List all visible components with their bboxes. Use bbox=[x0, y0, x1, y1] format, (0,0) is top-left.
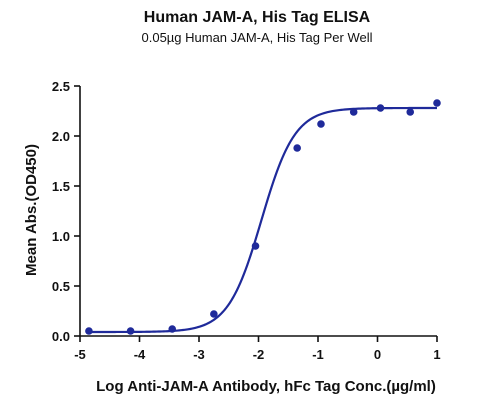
axes bbox=[79, 86, 437, 337]
chart-title: Human JAM-A, His Tag ELISA bbox=[144, 9, 371, 26]
data-point bbox=[406, 108, 415, 116]
data-point bbox=[210, 310, 218, 318]
data-point bbox=[85, 327, 93, 335]
x-tick-label: 0 bbox=[374, 347, 381, 362]
fit-curve bbox=[88, 106, 437, 334]
x-axis-ticks: -5 -4 -3 -2 -1 0 1 bbox=[74, 336, 441, 362]
y-tick-label: 1.5 bbox=[52, 179, 70, 194]
x-axis-label: Log Anti-JAM-A Antibody, hFc Tag Conc.(µ… bbox=[96, 378, 436, 395]
x-tick-label: 1 bbox=[433, 347, 440, 362]
y-tick-label: 0.0 bbox=[52, 329, 70, 344]
data-point bbox=[126, 327, 135, 335]
data-point bbox=[251, 242, 260, 250]
y-axis-ticks: 0.0 0.5 1.0 1.5 2.0 2.5 bbox=[52, 79, 80, 344]
chart-subtitle: 0.05µg Human JAM-A, His Tag Per Well bbox=[142, 30, 373, 45]
y-tick-label: 1.0 bbox=[52, 229, 70, 244]
y-axis-label: Mean Abs.(OD450) bbox=[23, 144, 40, 276]
data-point bbox=[376, 104, 385, 112]
y-tick-label: 2.0 bbox=[52, 129, 70, 144]
data-points bbox=[85, 99, 441, 335]
x-tick-label: -1 bbox=[312, 347, 324, 362]
y-tick-label: 0.5 bbox=[52, 279, 70, 294]
x-tick-label: -2 bbox=[253, 347, 265, 362]
x-tick-label: -3 bbox=[193, 347, 205, 362]
data-point bbox=[168, 325, 177, 333]
data-point bbox=[349, 108, 358, 116]
data-point bbox=[433, 99, 441, 107]
data-point bbox=[293, 144, 301, 152]
data-point bbox=[317, 120, 325, 128]
y-tick-label: 2.5 bbox=[52, 79, 70, 94]
x-tick-label: -4 bbox=[134, 347, 146, 362]
x-tick-label: -5 bbox=[74, 347, 86, 362]
